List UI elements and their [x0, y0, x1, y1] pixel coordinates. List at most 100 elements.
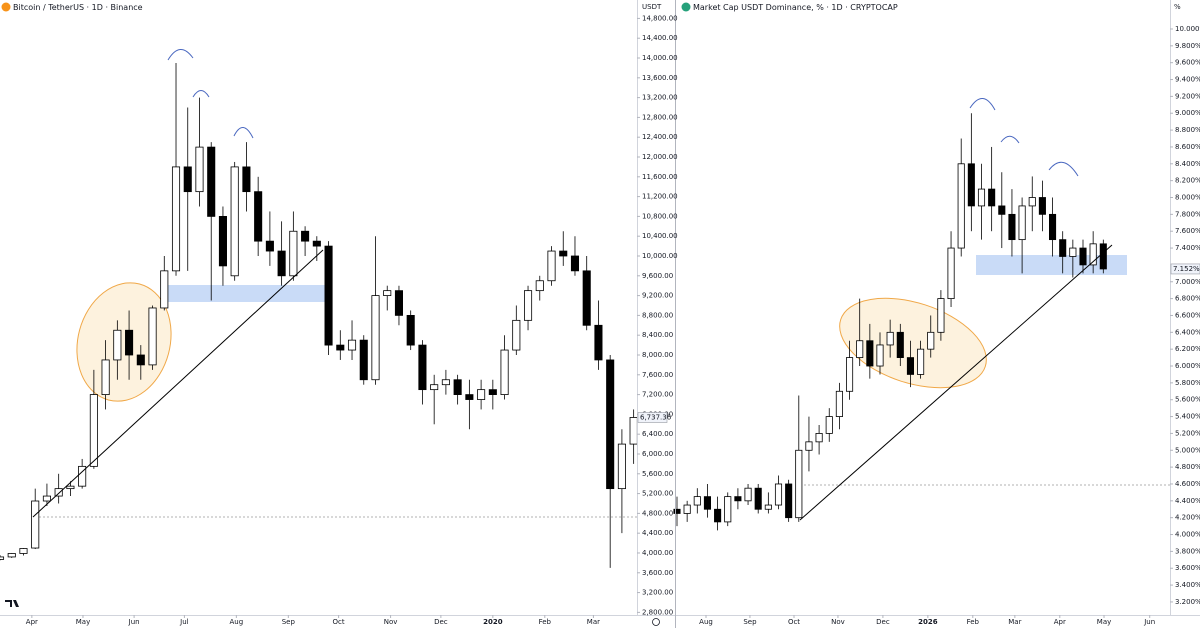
candle-body [254, 191, 263, 242]
y-tick-label: 8,000.00 [642, 351, 673, 359]
candle-body [465, 394, 474, 400]
trend-line [32, 249, 324, 518]
y-tick-label: 8.000% [1175, 194, 1200, 202]
y-tick-label: 12,000.00 [642, 153, 678, 161]
candle-body [683, 504, 691, 514]
candle-body [78, 465, 87, 487]
x-tick-label: Jul [179, 618, 189, 626]
candle-body [500, 349, 509, 395]
candle-body [693, 496, 701, 506]
candle-body [785, 483, 793, 519]
candle-body [559, 250, 568, 257]
candle-body [1008, 213, 1016, 241]
candle-body [277, 250, 286, 277]
candle-body [988, 188, 996, 207]
candle-body [886, 331, 894, 346]
candle-body [606, 359, 615, 490]
y-tick-label: 4.600% [1175, 480, 1200, 488]
symbol-icon [1, 2, 11, 12]
candle-body [160, 270, 169, 309]
y-tick-label: 6,400.00 [642, 430, 673, 438]
candle-body [724, 496, 732, 523]
candle-body [977, 188, 986, 207]
y-tick-label: 10,800.00 [642, 212, 678, 220]
candle-body [582, 270, 591, 326]
x-tick-label: Apr [1054, 618, 1066, 626]
last-price-box [637, 412, 668, 423]
y-tick-label: 3.200% [1175, 598, 1200, 606]
y-tick-label: 10,000.00 [642, 252, 678, 260]
y-tick-label: 4.400% [1175, 497, 1200, 505]
candle-body [7, 553, 16, 558]
y-tick-label: 8.400% [1175, 160, 1200, 168]
candle-body [866, 340, 874, 367]
candle-body [570, 255, 580, 272]
candle-body [1038, 197, 1046, 215]
settings-icon[interactable] [652, 618, 660, 626]
x-tick-label: Jun [1143, 618, 1155, 626]
x-tick-label: 2026 [918, 618, 938, 626]
candle-body [947, 247, 955, 300]
y-tick-label: 7.400% [1175, 244, 1200, 252]
y-tick-label: 6.400% [1175, 328, 1200, 336]
y-tick-label: 4,400.00 [642, 529, 673, 537]
support-zone [162, 285, 327, 302]
y-tick-label: 8,800.00 [642, 311, 673, 319]
candle-body [703, 496, 711, 510]
candle-body [230, 166, 239, 277]
logo [5, 600, 19, 607]
axis-unit: % [1174, 3, 1181, 11]
last-price-box [1170, 263, 1200, 275]
candle-body [125, 329, 134, 356]
candle-body [937, 298, 945, 333]
candle-body [136, 354, 145, 366]
x-tick-label: Apr [26, 618, 38, 626]
candle-body [846, 357, 854, 392]
y-tick-label: 14,000.00 [642, 54, 678, 62]
y-tick-label: 11,200.00 [642, 193, 678, 201]
candle-body [289, 230, 298, 277]
y-tick-label: 7,600.00 [642, 371, 673, 379]
candle-body [825, 416, 833, 434]
candle-body [183, 166, 192, 193]
y-tick-label: 5.400% [1175, 413, 1200, 421]
x-tick-label: Oct [333, 618, 345, 626]
y-tick-label: 8.600% [1175, 143, 1200, 151]
candle-body [1099, 243, 1107, 270]
candle-body [265, 240, 274, 252]
candle-body [1049, 213, 1057, 241]
candle-body [594, 324, 603, 361]
x-tick-label: Nov [384, 618, 398, 626]
candle-body [1089, 243, 1097, 266]
y-tick-label: 4.200% [1175, 514, 1200, 522]
drawings-over [32, 49, 1113, 521]
y-tick-label: 10,400.00 [642, 232, 678, 240]
y-tick-label: 10.000% [1175, 25, 1200, 33]
y-tick-label: 4.000% [1175, 531, 1200, 539]
y-tick-label: 4.800% [1175, 463, 1200, 471]
y-tick-label: 6.600% [1175, 311, 1200, 319]
y-tick-label: 8.800% [1175, 126, 1200, 134]
y-tick-label: 6.000% [1175, 362, 1200, 370]
y-tick-label: 7.000% [1175, 278, 1200, 286]
candle-body [453, 379, 462, 395]
y-tick-label: 9.800% [1175, 42, 1200, 50]
x-tick-label: Nov [831, 618, 845, 626]
candle-body [218, 216, 227, 267]
y-tick-label: 14,800.00 [642, 14, 678, 22]
top-arc [192, 90, 210, 98]
candle-body [998, 205, 1006, 215]
y-tick-label: 9.400% [1175, 76, 1200, 84]
candle-body [856, 340, 864, 358]
candle-body [906, 357, 914, 375]
candle-body [744, 487, 752, 502]
candle-body [1059, 239, 1067, 257]
candle-body [54, 488, 63, 497]
y-tick-label: 6,000.00 [642, 450, 673, 458]
candle-body [383, 290, 392, 296]
y-tick-label: 14,400.00 [642, 34, 678, 42]
y-tick-label: 9.200% [1175, 92, 1200, 100]
candle-body [324, 245, 333, 346]
y-tick-label: 5.000% [1175, 446, 1200, 454]
